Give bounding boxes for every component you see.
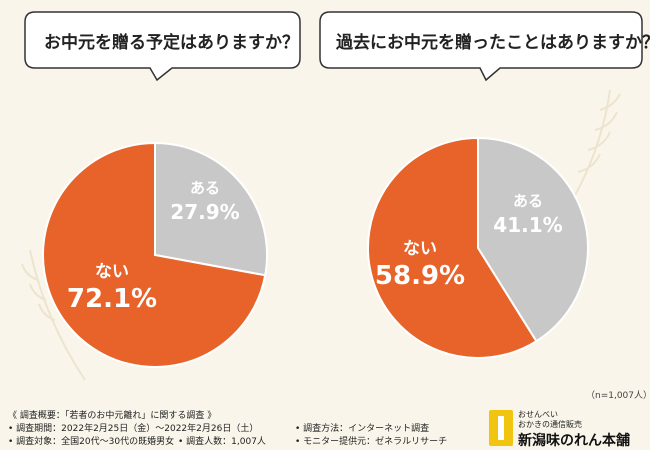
- survey-title: 《 調査概要：「若者のお中元離れ」に関する調査 》: [8, 411, 217, 421]
- survey-period: • 調査期間：2022年2月25日（金）～2022年2月26日（土）: [8, 424, 259, 434]
- sample-size-note: （n=1,007人）: [586, 391, 650, 401]
- survey-provider: • モニター提供元：ゼネラルリサーチ: [295, 437, 448, 447]
- slice-value-label: 72.1%: [67, 284, 157, 314]
- slice-value-label: 27.9%: [170, 200, 239, 224]
- chart-title-left: お中元を贈る予定はありますか？: [44, 33, 299, 53]
- brand-tagline-1: おせんべい: [518, 410, 558, 419]
- survey-count: • 調査人数：1,007人: [178, 437, 266, 447]
- slice-value-label: 41.1%: [493, 213, 562, 237]
- slice-category-label: ある: [190, 179, 220, 197]
- pie-slice-nai: [367, 136, 538, 359]
- brand-tagline-2: おかきの通信販売: [518, 420, 582, 429]
- brand-name: 新潟味のれん本舗: [518, 433, 630, 449]
- speech-bubble-left: [24, 11, 301, 82]
- slice-value-label: 58.9%: [375, 261, 465, 291]
- pie-slice-aru: [154, 141, 268, 277]
- pie-slice-nai: [42, 141, 267, 368]
- slice-category-label: ない: [95, 262, 129, 282]
- survey-method: • 調査方法：インターネット調査: [295, 424, 430, 434]
- chart-title-right: 過去にお中元を贈ったことはありますか？: [336, 33, 650, 53]
- slice-category-label: ない: [403, 239, 437, 259]
- slice-category-label: ある: [513, 192, 543, 210]
- survey-target: • 調査対象：全国20代～30代の既婚男女: [8, 437, 175, 447]
- brand-logo-icon: [489, 410, 513, 446]
- speech-bubble-right: [319, 11, 643, 82]
